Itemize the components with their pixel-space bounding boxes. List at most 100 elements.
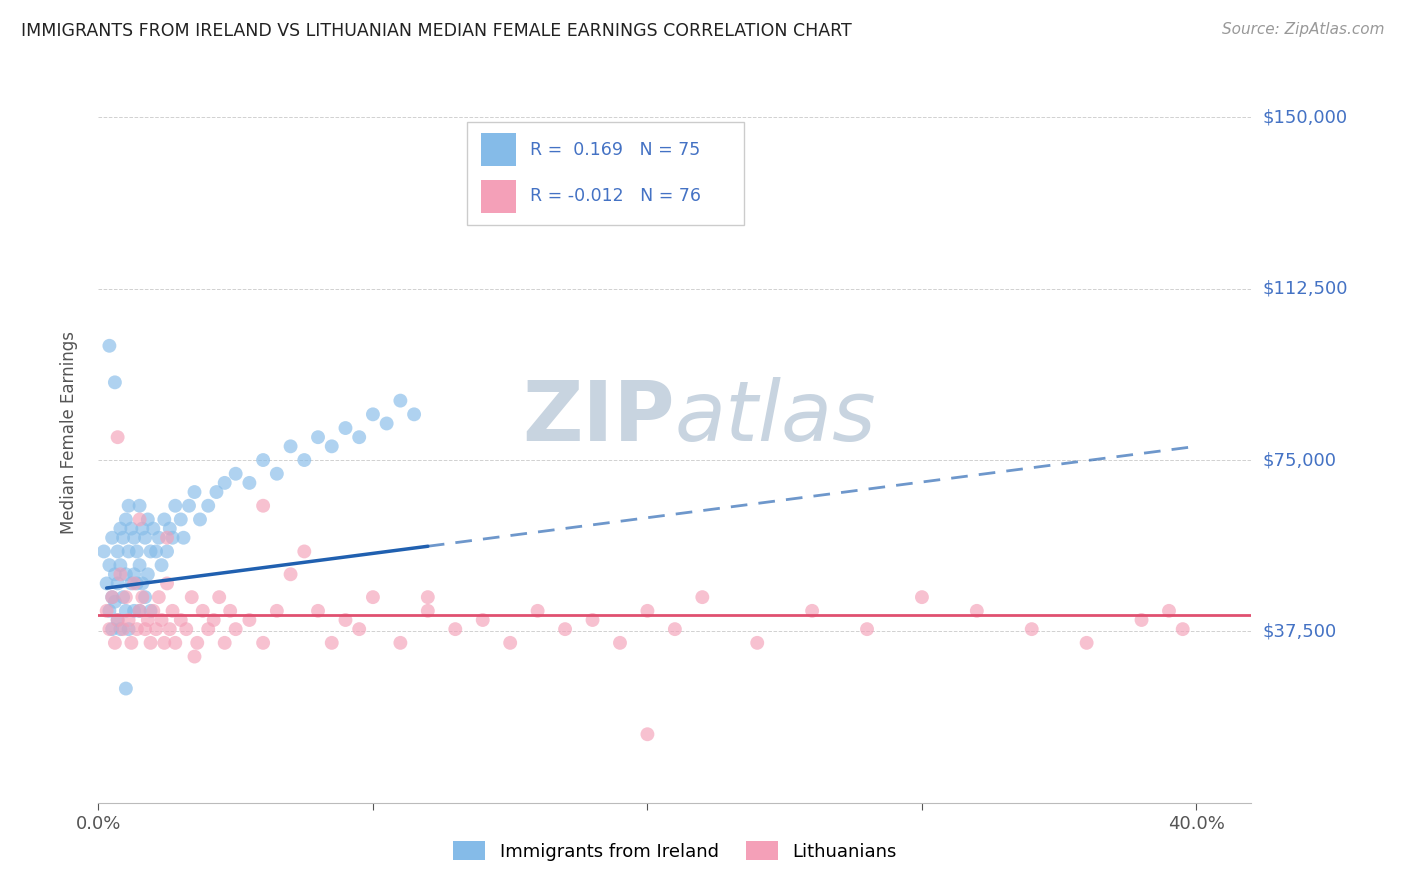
Point <box>280 439 302 453</box>
Point <box>104 636 127 650</box>
Point <box>142 604 165 618</box>
Point <box>361 408 384 422</box>
Point <box>153 636 176 650</box>
Point <box>98 339 121 353</box>
Point <box>101 590 124 604</box>
Point <box>389 636 412 650</box>
Point <box>104 376 127 390</box>
Point <box>117 499 139 513</box>
Point <box>115 681 138 696</box>
Point <box>131 576 153 591</box>
Point <box>636 604 658 618</box>
Point <box>162 604 184 618</box>
Point <box>191 604 214 618</box>
Point <box>966 604 988 618</box>
Point <box>321 439 343 453</box>
Point <box>911 590 934 604</box>
Point <box>112 590 135 604</box>
Point <box>122 567 145 582</box>
Point <box>499 636 522 650</box>
Point <box>107 576 129 591</box>
Point <box>96 604 118 618</box>
Point <box>186 636 208 650</box>
Point <box>128 499 150 513</box>
Point <box>134 531 156 545</box>
Point <box>208 590 231 604</box>
Text: Source: ZipAtlas.com: Source: ZipAtlas.com <box>1222 22 1385 37</box>
Point <box>361 590 384 604</box>
Point <box>112 531 135 545</box>
Point <box>115 590 138 604</box>
Point <box>292 453 315 467</box>
Point <box>165 499 187 513</box>
Point <box>128 512 150 526</box>
Point <box>252 453 274 467</box>
Point <box>107 613 129 627</box>
Point <box>107 544 129 558</box>
Point <box>609 636 631 650</box>
Point <box>1171 622 1194 636</box>
Text: R =  0.169   N = 75: R = 0.169 N = 75 <box>530 141 700 159</box>
Text: atlas: atlas <box>675 377 876 458</box>
Point <box>307 430 329 444</box>
Point <box>150 613 173 627</box>
Point <box>307 604 329 618</box>
Point <box>136 567 159 582</box>
Point <box>131 590 153 604</box>
Point <box>238 613 260 627</box>
Text: $37,500: $37,500 <box>1263 623 1337 640</box>
Point <box>131 522 153 536</box>
Point <box>214 636 236 650</box>
Text: $112,500: $112,500 <box>1263 280 1348 298</box>
Text: ZIP: ZIP <box>523 377 675 458</box>
Point <box>93 544 115 558</box>
Point <box>128 558 150 573</box>
Point <box>173 531 195 545</box>
Text: $75,000: $75,000 <box>1263 451 1337 469</box>
Point <box>416 590 439 604</box>
Point <box>375 417 398 431</box>
Point <box>165 636 187 650</box>
Point <box>156 576 179 591</box>
Point <box>159 522 181 536</box>
Point <box>664 622 686 636</box>
Text: $150,000: $150,000 <box>1263 108 1347 127</box>
Point <box>471 613 494 627</box>
Point <box>444 622 467 636</box>
Point <box>148 590 170 604</box>
Point <box>692 590 714 604</box>
Point <box>122 604 145 618</box>
Point <box>139 544 162 558</box>
Point <box>636 727 658 741</box>
Point <box>98 558 121 573</box>
Point <box>122 531 145 545</box>
Point <box>101 531 124 545</box>
Point <box>107 613 129 627</box>
Point <box>159 622 181 636</box>
Point <box>110 567 132 582</box>
Point <box>128 604 150 618</box>
Text: IMMIGRANTS FROM IRELAND VS LITHUANIAN MEDIAN FEMALE EARNINGS CORRELATION CHART: IMMIGRANTS FROM IRELAND VS LITHUANIAN ME… <box>21 22 852 40</box>
Point <box>225 467 247 481</box>
Point <box>1021 622 1043 636</box>
Point <box>139 636 162 650</box>
Point <box>321 636 343 650</box>
Point <box>145 622 167 636</box>
Point <box>136 512 159 526</box>
Point <box>747 636 769 650</box>
Point <box>98 604 121 618</box>
Point <box>180 590 202 604</box>
Point <box>117 613 139 627</box>
Point <box>125 544 148 558</box>
Point <box>202 613 225 627</box>
Point <box>120 636 142 650</box>
Point <box>117 544 139 558</box>
Point <box>110 558 132 573</box>
Point <box>115 567 138 582</box>
Point <box>156 544 179 558</box>
Point <box>96 576 118 591</box>
Point <box>104 595 127 609</box>
Point <box>134 590 156 604</box>
Point <box>170 613 193 627</box>
Point <box>266 604 288 618</box>
